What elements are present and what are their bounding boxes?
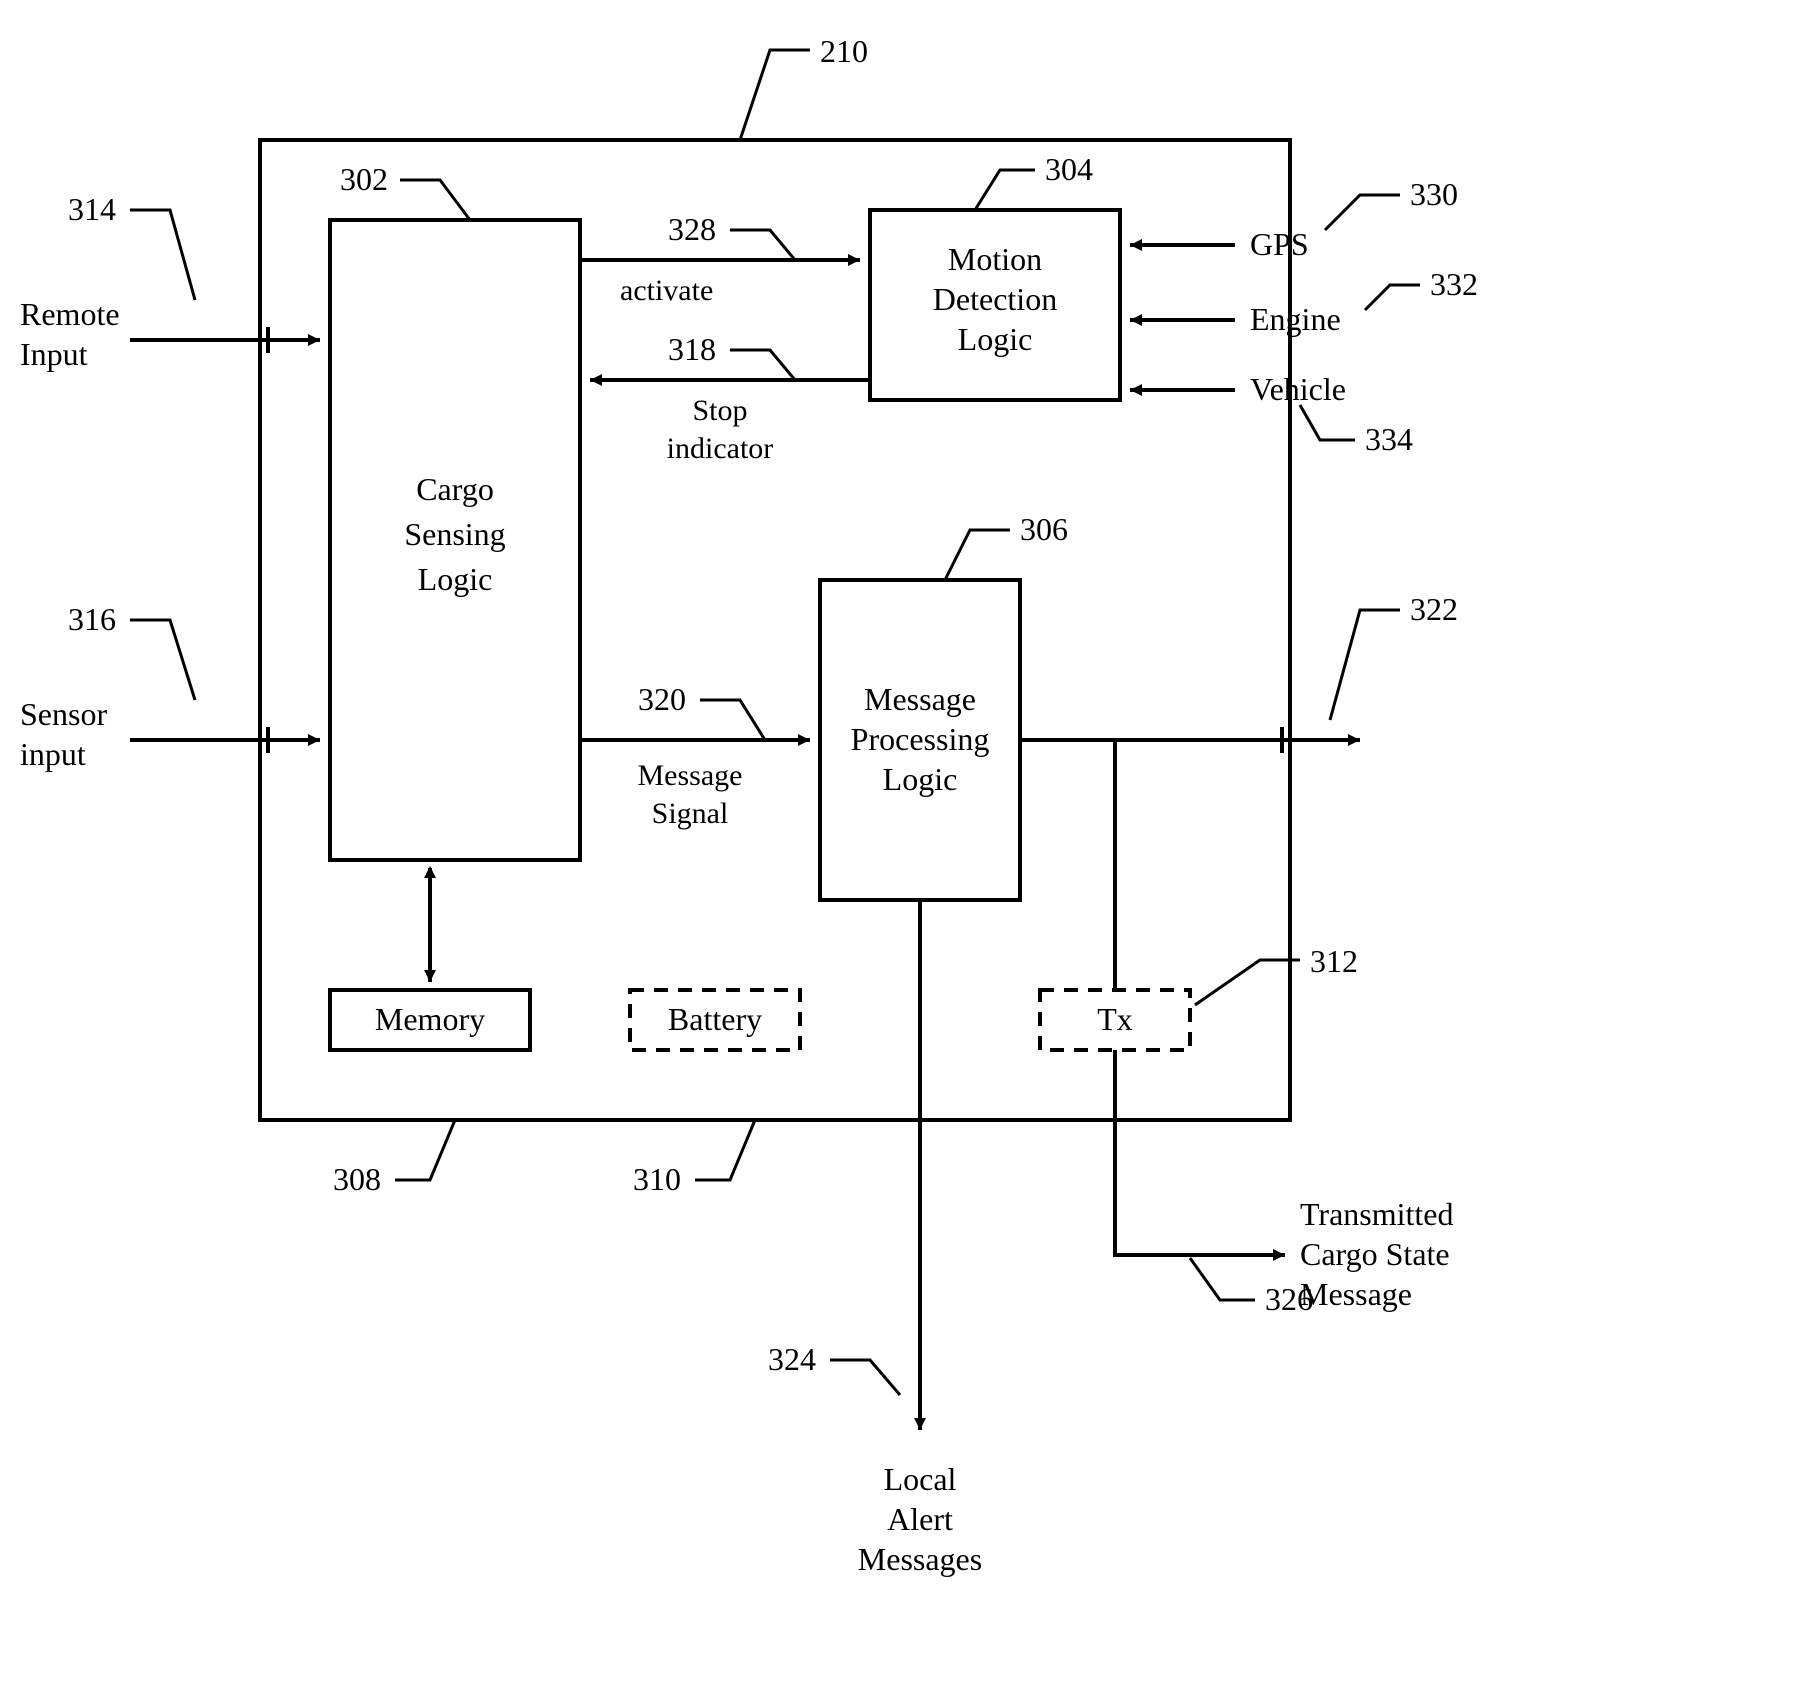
activate-label: activate (620, 274, 713, 307)
tx-to-transmitted (1115, 1050, 1285, 1255)
ref-318: 318 (668, 331, 716, 367)
ref-320: 320 (638, 681, 686, 717)
ref-330: 330 (1410, 176, 1458, 212)
tx-label: Tx (1097, 1001, 1133, 1037)
ref-324: 324 (768, 1341, 816, 1377)
battery-label: Battery (668, 1001, 762, 1037)
ref-210: 210 (820, 33, 868, 69)
leader-308 (395, 1120, 455, 1180)
sensor-input-l2: input (20, 736, 86, 772)
ref-332: 332 (1430, 266, 1478, 302)
transmitted-l2: Cargo State (1300, 1236, 1450, 1272)
remote-input-l2: Input (20, 336, 88, 372)
leader-312 (1195, 960, 1300, 1005)
engine-label: Engine (1250, 301, 1341, 337)
leader-324 (830, 1360, 900, 1395)
gps-label: GPS (1250, 226, 1309, 262)
ref-314: 314 (68, 191, 116, 227)
ref-302: 302 (340, 161, 388, 197)
leader-318 (730, 350, 795, 380)
leader-306 (945, 530, 1010, 580)
leader-326 (1190, 1258, 1255, 1300)
leader-310 (695, 1120, 755, 1180)
leader-302 (400, 180, 470, 220)
stop-l2: indicator (667, 432, 774, 465)
leader-316 (130, 620, 195, 700)
leader-330 (1325, 195, 1400, 230)
ref-334: 334 (1365, 421, 1413, 457)
transmitted-l1: Transmitted (1300, 1196, 1454, 1232)
leader-320 (700, 700, 765, 740)
ref-326: 326 (1265, 1281, 1313, 1317)
remote-input-l1: Remote (20, 296, 120, 332)
vehicle-label: Vehicle (1250, 371, 1346, 407)
leader-314 (130, 210, 195, 300)
leader-322 (1330, 610, 1400, 720)
motion-l1: Motion (948, 241, 1042, 277)
msg-l1: Message (864, 681, 976, 717)
ref-310: 310 (633, 1161, 681, 1197)
motion-l2: Detection (933, 281, 1057, 317)
local-l1: Local (884, 1461, 957, 1497)
msg-l3: Logic (883, 761, 958, 797)
ref-306: 306 (1020, 511, 1068, 547)
local-l3: Messages (858, 1541, 982, 1577)
ref-328: 328 (668, 211, 716, 247)
leader-304 (975, 170, 1035, 210)
cargo-sensing-l2: Sensing (404, 516, 505, 552)
local-l2: Alert (887, 1501, 953, 1537)
ref-322: 322 (1410, 591, 1458, 627)
cargo-sensing-l1: Cargo (416, 471, 494, 507)
leader-334 (1300, 405, 1355, 440)
sensor-input-l1: Sensor (20, 696, 107, 732)
msg-l2: Processing (851, 721, 990, 757)
msgsig-l2: Signal (652, 797, 729, 830)
ref-316: 316 (68, 601, 116, 637)
leader-332 (1365, 285, 1420, 310)
cargo-sensing-l3: Logic (418, 561, 493, 597)
msgsig-l1: Message (638, 759, 743, 792)
stop-l1: Stop (692, 394, 747, 427)
motion-l3: Logic (958, 321, 1033, 357)
ref-308: 308 (333, 1161, 381, 1197)
transmitted-l3: Message (1300, 1276, 1412, 1312)
container-box (260, 140, 1290, 1120)
ref-312: 312 (1310, 943, 1358, 979)
ref-304: 304 (1045, 151, 1093, 187)
leader-328 (730, 230, 795, 260)
leader-210 (740, 50, 810, 140)
memory-label: Memory (375, 1001, 485, 1037)
